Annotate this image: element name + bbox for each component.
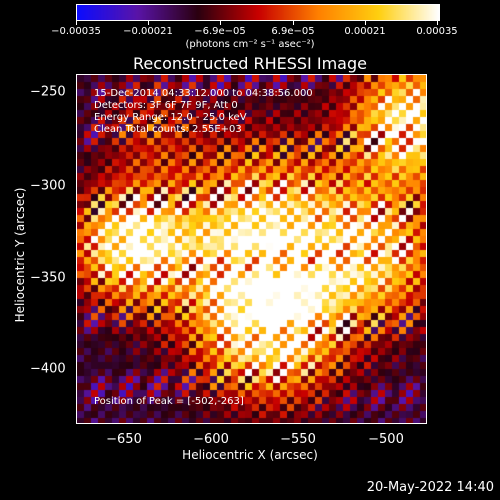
colorbar-label-3: −6.9e−05: [194, 26, 246, 37]
colorbar-gradient: [77, 5, 439, 20]
peak-position: Position of Peak = [-502,-263]: [94, 396, 244, 407]
heatmap-image: [77, 75, 426, 423]
x-tick-3: −550: [280, 432, 316, 447]
colorbar-tick-4: [293, 21, 294, 25]
colorbar-label-6: 0.00035: [416, 26, 458, 37]
colorbar-label-4: 6.9e−05: [271, 26, 315, 37]
info-detectors: Detectors: 3F 6F 7F 9F, Att 0: [94, 100, 238, 111]
colorbar: [76, 4, 440, 21]
colorbar-label-2: −0.00021: [123, 26, 173, 37]
colorbar-tick-3: [220, 21, 221, 25]
x-axis-label: Heliocentric X (arcsec): [182, 448, 318, 462]
timestamp: 20-May-2022 14:40: [366, 480, 494, 495]
colorbar-tick-5: [365, 21, 366, 25]
colorbar-tick-2: [148, 21, 149, 25]
image-plot-area: [76, 74, 427, 424]
info-time-range: 15-Dec-2014 04:33:12.000 to 04:38:56.000: [94, 88, 313, 99]
colorbar-tick-6: [437, 21, 438, 25]
y-tick-4: −400: [30, 361, 66, 377]
y-tick-1: −250: [30, 84, 66, 100]
info-energy-range: Energy Range: 12.0 - 25.0 keV: [94, 112, 247, 123]
x-tick-2: −600: [193, 432, 229, 447]
y-axis-label: Heliocentric Y (arcsec): [13, 187, 27, 323]
plot-title: Reconstructed RHESSI Image: [133, 54, 367, 73]
y-tick-3: −350: [30, 270, 66, 286]
x-tick-1: −650: [106, 432, 142, 447]
y-tick-2: −300: [30, 178, 66, 194]
colorbar-label-5: 0.00021: [344, 26, 386, 37]
info-clean-counts: Clean Total counts: 2.55E+03: [94, 124, 242, 135]
x-tick-4: −500: [368, 432, 404, 447]
colorbar-tick-1: [76, 21, 77, 25]
colorbar-units: (photons cm⁻² s⁻¹ asec⁻²): [185, 39, 315, 50]
colorbar-label-1: −0.00035: [51, 26, 101, 37]
